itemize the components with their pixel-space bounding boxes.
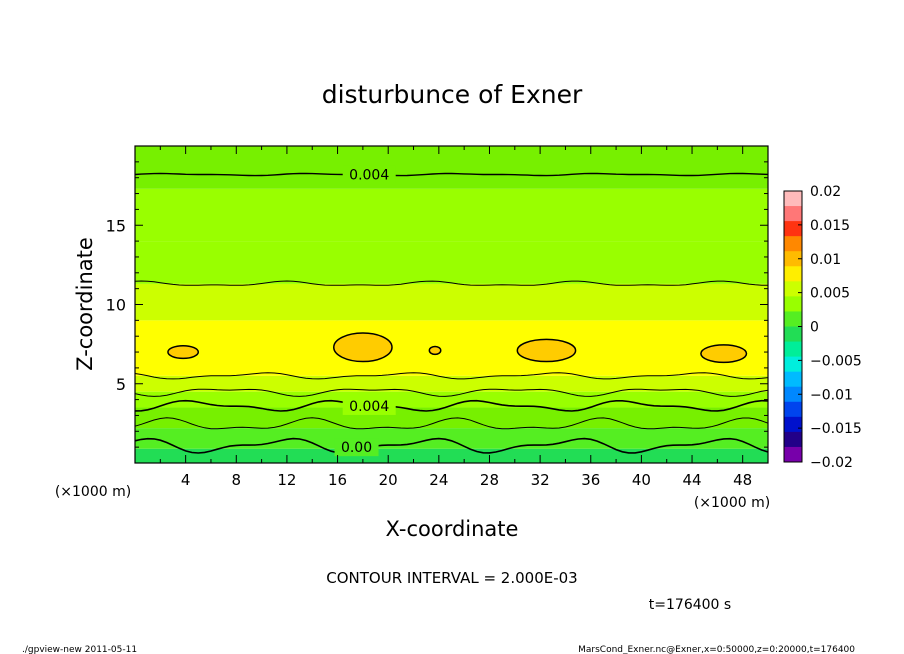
colorbar-label: 0 bbox=[810, 320, 819, 336]
x-tick-label: 4 bbox=[181, 471, 191, 489]
x-axis-ticks: 4 8 12 16 20 24 28 32 36 40 44 48 bbox=[159, 146, 752, 489]
colorbar-swatch bbox=[784, 266, 802, 282]
x-tick-label: 20 bbox=[379, 471, 398, 489]
colorbar-swatch bbox=[784, 251, 802, 267]
contour-label-bg bbox=[334, 438, 379, 457]
contour-highs bbox=[167, 332, 748, 364]
x-tick-label: 48 bbox=[733, 471, 752, 489]
contour-high bbox=[428, 345, 442, 356]
colorbar-swatch bbox=[784, 371, 802, 388]
contour-interval-text: CONTOUR INTERVAL = 2.000E-03 bbox=[326, 569, 577, 587]
contour-band bbox=[135, 283, 768, 321]
contour-label-bg bbox=[342, 165, 396, 184]
x-tick-label: 8 bbox=[232, 471, 242, 489]
contour-band bbox=[135, 146, 768, 189]
x-tick-label: 12 bbox=[277, 471, 296, 489]
colorbar-label: −0.015 bbox=[810, 421, 862, 437]
contour-band bbox=[135, 448, 768, 463]
contour-band bbox=[135, 241, 768, 284]
contour-label: 0.004 bbox=[349, 399, 389, 415]
footer-left: ./gpview-new 2011-05-11 bbox=[22, 645, 137, 654]
colorbar-label: 0.015 bbox=[810, 218, 850, 234]
x-tick-label: 32 bbox=[531, 471, 550, 489]
colorbar-swatch bbox=[784, 221, 802, 237]
contour-line bbox=[134, 372, 769, 380]
colorbar-swatch bbox=[784, 311, 802, 327]
contour-high bbox=[167, 344, 200, 360]
colorbar-swatch bbox=[784, 326, 802, 343]
contour-label: 0.00 bbox=[341, 440, 372, 456]
colorbar-swatch bbox=[784, 281, 802, 297]
x-unit-label: (×1000 m) bbox=[694, 495, 770, 511]
x-axis-label: X-coordinate bbox=[386, 517, 519, 541]
contour-line bbox=[134, 437, 769, 454]
y-tick-label: 10 bbox=[106, 296, 126, 315]
x-tick-label: 16 bbox=[328, 471, 347, 489]
colorbar-label: 0.01 bbox=[810, 252, 841, 268]
y-tick-label: 5 bbox=[116, 375, 126, 394]
y-unit-label: (×1000 m) bbox=[55, 484, 131, 500]
contour-band bbox=[135, 428, 768, 449]
contour-line bbox=[134, 399, 769, 412]
x-tick-label: 36 bbox=[581, 471, 600, 489]
x-tick-label: 28 bbox=[480, 471, 499, 489]
contour-line bbox=[134, 417, 769, 430]
contour-line bbox=[134, 280, 769, 286]
colorbar-swatch bbox=[784, 296, 802, 312]
y-tick-label: 15 bbox=[106, 216, 126, 235]
colorbar-swatch bbox=[784, 431, 802, 448]
colorbar-label: 0.02 bbox=[810, 184, 841, 200]
contour-fill bbox=[135, 146, 768, 463]
colorbar-label: −0.01 bbox=[810, 387, 853, 403]
colorbar-label: −0.005 bbox=[810, 353, 862, 369]
x-tick-label: 44 bbox=[682, 471, 701, 489]
contour-high bbox=[700, 344, 748, 364]
contour-band bbox=[135, 188, 768, 242]
colorbar-label: −0.02 bbox=[810, 455, 853, 471]
colorbar-labels: 0.02 0.015 0.01 0.005 0 −0.005 −0.01 −0.015 −0.0… bbox=[798, 184, 862, 471]
colorbar-swatch bbox=[784, 401, 802, 418]
footer-right: MarsCond_Exner.nc@Exner,x=0:50000,z=0:20… bbox=[578, 645, 855, 654]
contour-band bbox=[135, 375, 768, 392]
contour-label: 0.004 bbox=[349, 168, 389, 184]
contour-line bbox=[134, 388, 769, 397]
colorbar-swatch bbox=[784, 416, 802, 433]
colorbar-swatch bbox=[784, 191, 802, 207]
colorbar-swatch bbox=[784, 341, 802, 358]
y-axis-ticks: 5 10 15 bbox=[106, 161, 768, 448]
colorbar-swatch bbox=[784, 356, 802, 373]
contour-line bbox=[134, 172, 769, 177]
colorbar-swatch bbox=[784, 236, 802, 252]
contour-lines bbox=[134, 172, 769, 454]
chart-title: disturbunce of Exner bbox=[322, 80, 583, 109]
contour-high bbox=[333, 332, 393, 363]
colorbar-label: 0.005 bbox=[810, 286, 850, 302]
contour-high bbox=[516, 338, 577, 363]
colorbar-swatch bbox=[784, 386, 802, 403]
colorbar-swatch bbox=[784, 206, 802, 222]
contour-labels: 0.004 0.004 0.00 bbox=[334, 165, 396, 457]
contour-label-bg bbox=[342, 396, 396, 415]
time-text: t=176400 s bbox=[649, 597, 731, 613]
colorbar-swatch bbox=[784, 446, 802, 463]
y-axis-label: Z-coordinate bbox=[73, 237, 97, 371]
contour-band bbox=[135, 320, 768, 376]
x-tick-label: 24 bbox=[429, 471, 448, 489]
x-tick-label: 40 bbox=[632, 471, 651, 489]
